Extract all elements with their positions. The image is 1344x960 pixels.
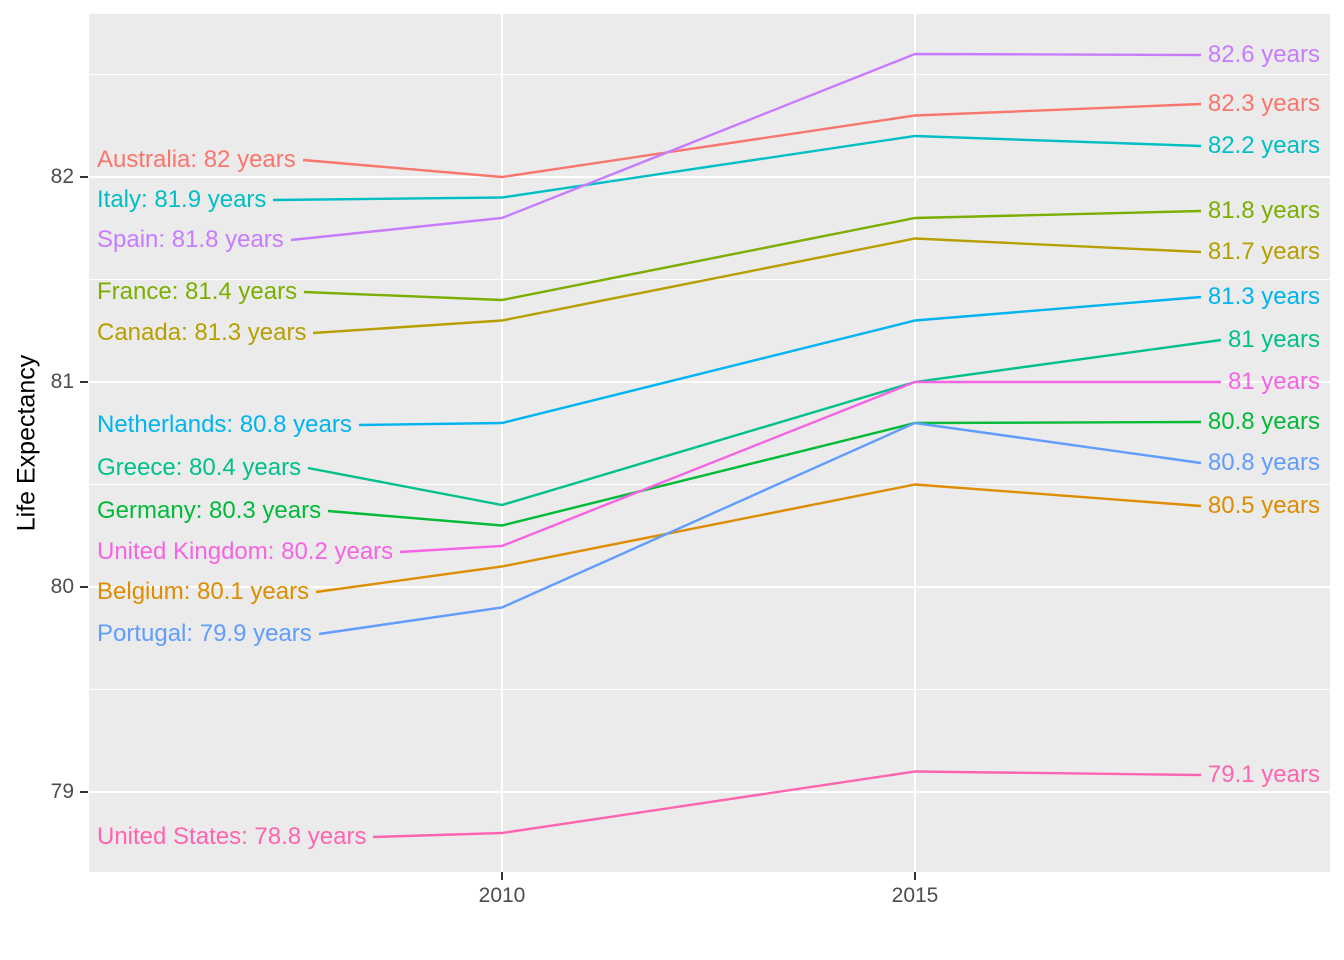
series-line-spain [290,52,1202,242]
series-label-right-australia: 82.3 years [1207,90,1320,117]
gridline-major-y-81 [89,380,1330,384]
y-axis-tick-label-81: 81 [50,370,74,393]
series-label-left-france: France: 81.4 years [97,278,298,305]
series-label-left-united-states: United States: 78.8 years [97,823,367,850]
series-label-right-portugal: 80.8 years [1207,449,1320,476]
series-line-italy [272,134,1202,202]
series-line-united-kingdom [399,380,1221,554]
series-label-right-spain: 82.6 years [1207,41,1320,68]
y-axis-tick-79 [80,790,88,794]
series-label-left-spain: Spain: 81.8 years [97,226,284,253]
series-line-australia [302,102,1202,179]
x-axis-tick-label-2010: 2010 [478,884,526,907]
series-label-left-united-kingdom: United Kingdom: 80.2 years [97,538,394,565]
series-label-left-belgium: Belgium: 80.1 years [97,578,310,605]
y-axis-tick-80 [80,585,88,589]
series-line-netherlands [358,295,1202,427]
series-label-right-belgium: 80.5 years [1207,492,1320,519]
y-axis-tick-label-80: 80 [50,575,74,598]
series-label-right-united-states: 79.1 years [1207,761,1320,788]
y-axis-tick-label-82: 82 [50,165,74,188]
series-label-left-portugal: Portugal: 79.9 years [97,620,312,647]
gridline-major-x-2015 [913,14,917,872]
series-label-left-greece: Greece: 80.4 years [97,454,302,481]
series-line-portugal [318,421,1202,636]
series-line-united-states [372,770,1202,839]
series-label-right-france: 81.8 years [1207,197,1320,224]
gridline-minor-y-80.5 [89,483,1330,486]
y-axis-tick-label-79: 79 [50,780,74,803]
series-line-germany [327,420,1202,527]
series-line-canada [312,237,1202,335]
series-label-left-australia: Australia: 82 years [97,146,296,173]
gridline-minor-y-79.5 [89,688,1330,691]
series-label-right-germany: 80.8 years [1207,408,1320,435]
series-line-france [303,209,1202,302]
x-axis-tick-2010 [500,872,504,880]
series-label-right-netherlands: 81.3 years [1207,283,1320,310]
series-line-greece [307,338,1222,507]
series-label-left-canada: Canada: 81.3 years [97,319,307,346]
gridline-major-y-80 [89,585,1330,589]
x-axis-tick-label-2015: 2015 [891,884,939,907]
series-label-right-united-kingdom: 81 years [1227,368,1320,395]
gridline-major-x-2010 [500,14,504,872]
series-label-right-italy: 82.2 years [1207,132,1320,159]
x-axis-tick-2015 [913,872,917,880]
series-label-left-italy: Italy: 81.9 years [97,186,267,213]
series-line-belgium [315,483,1202,594]
series-label-left-netherlands: Netherlands: 80.8 years [97,411,352,438]
series-label-left-germany: Germany: 80.3 years [97,497,322,524]
gridline-minor-y-82.5 [89,73,1330,76]
gridline-major-y-82 [89,175,1330,179]
y-axis-tick-82 [80,175,88,179]
series-label-right-canada: 81.7 years [1207,238,1320,265]
gridline-major-y-79 [89,790,1330,794]
series-label-right-greece: 81 years [1227,326,1320,353]
y-axis-tick-81 [80,380,88,384]
